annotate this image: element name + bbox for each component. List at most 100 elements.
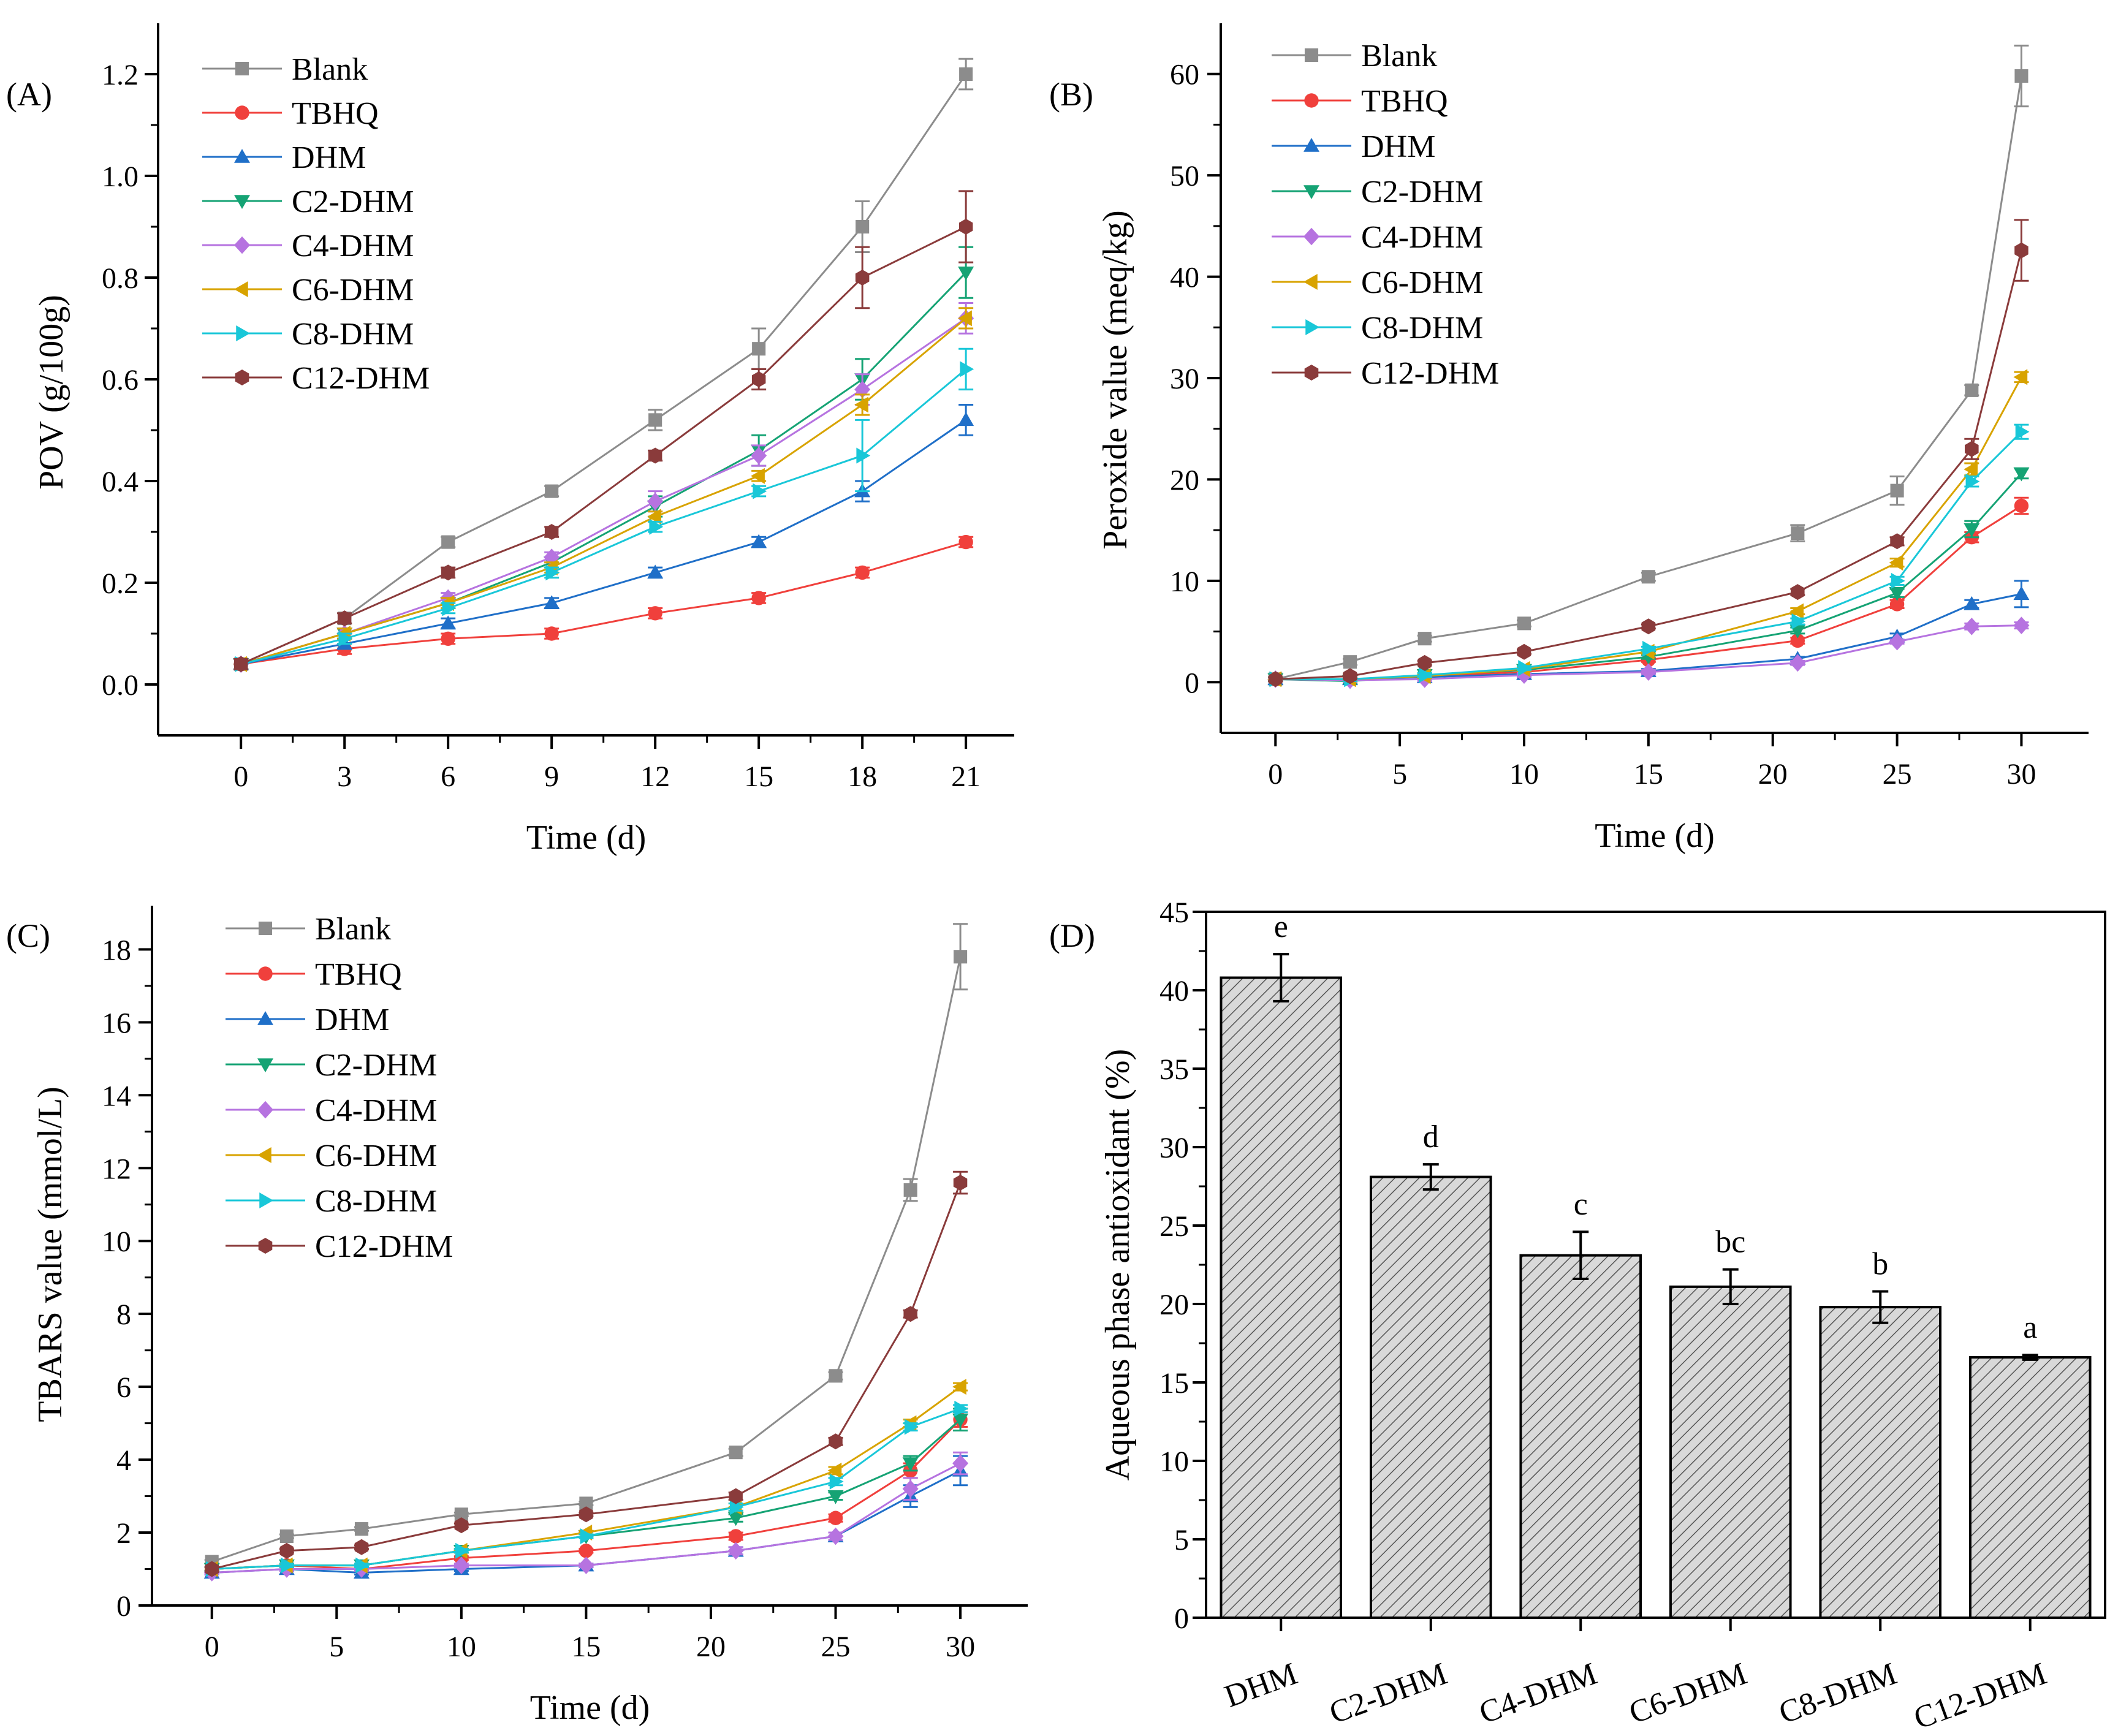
legend-marker — [259, 1192, 273, 1208]
series-line-c8-dhm — [1275, 431, 2022, 680]
data-point — [829, 1369, 843, 1383]
series-line-tbhq — [240, 541, 966, 665]
data-point — [337, 610, 352, 627]
y-tick-label: 0.2 — [102, 567, 139, 600]
legend-marker — [234, 236, 250, 254]
data-point — [727, 1512, 744, 1526]
data-point — [1889, 632, 1905, 651]
series-c12-dhm — [233, 190, 974, 672]
bar-hatch — [1819, 1306, 1942, 1620]
data-point — [455, 1542, 469, 1559]
legend: Blank TBHQ DHM C2-DHM C4-DHM C6-DHM C8-DHM C12-… — [1272, 39, 1499, 391]
y-tick-label: 0.0 — [102, 669, 139, 702]
legend-label: C12-DHM — [315, 1229, 453, 1264]
legend-label: DHM — [1361, 129, 1435, 164]
data-point — [648, 606, 662, 621]
data-point — [545, 564, 560, 581]
x-tick-label: 20 — [1758, 758, 1788, 790]
x-tick-label: 12 — [640, 760, 670, 793]
y-tick-label: 1.2 — [102, 59, 139, 91]
x-tick-label: C6-DHM — [1625, 1656, 1751, 1731]
data-point — [751, 591, 766, 605]
series-line-dhm — [240, 419, 966, 665]
y-tick-label: 40 — [1170, 262, 1199, 294]
y-tick-label: 4 — [116, 1444, 131, 1477]
x-tick-label: C8-DHM — [1775, 1656, 1902, 1731]
data-point — [355, 1557, 370, 1574]
y-tick-label: 10 — [1170, 566, 1199, 598]
data-point — [753, 483, 767, 499]
data-point — [544, 524, 559, 540]
y-tick-label: 0.8 — [102, 262, 139, 295]
legend-label: C8-DHM — [315, 1184, 437, 1219]
y-tick-label: 5 — [1174, 1524, 1189, 1556]
data-point — [952, 1379, 966, 1395]
data-point — [952, 1413, 969, 1428]
x-tick-label: 6 — [441, 760, 455, 793]
data-point — [2014, 69, 2028, 83]
legend-marker — [234, 281, 248, 297]
y-tick-label: 1.0 — [102, 161, 139, 193]
data-point — [441, 535, 455, 549]
data-point — [2015, 423, 2030, 440]
x-axis-label: Time (d) — [530, 1689, 650, 1727]
data-point — [954, 950, 968, 964]
data-point — [953, 1175, 968, 1191]
data-point — [903, 1183, 917, 1197]
y-tick-label: 15 — [1159, 1367, 1189, 1400]
data-point — [354, 1539, 369, 1555]
data-point — [1791, 584, 1805, 601]
data-point — [1964, 461, 1978, 477]
legend-marker — [1304, 185, 1319, 199]
data-point — [648, 413, 662, 427]
x-tick-label: 30 — [946, 1631, 975, 1663]
data-point — [1417, 654, 1432, 671]
data-point — [854, 396, 868, 413]
y-tick-label: 0 — [116, 1590, 131, 1623]
data-point — [728, 1529, 743, 1544]
data-point — [2013, 586, 2030, 601]
legend-marker — [258, 966, 273, 981]
data-point — [855, 565, 870, 580]
bar-hatch — [1369, 1175, 1492, 1619]
data-point — [827, 1527, 844, 1545]
data-point — [453, 1556, 469, 1574]
data-point — [904, 1419, 919, 1435]
data-point — [960, 361, 974, 377]
y-axis-label: Aqueous phase antioxidant (%) — [1099, 1049, 1137, 1480]
x-tick-label: 5 — [1392, 758, 1407, 790]
data-point — [827, 1490, 844, 1504]
x-tick-label: 9 — [544, 760, 559, 793]
data-point — [1964, 596, 1980, 610]
legend-marker — [1304, 227, 1319, 246]
panel-label: (C) — [6, 917, 50, 954]
legend-marker — [234, 195, 250, 209]
y-axis-label: Peroxide value (meq/kg) — [1096, 210, 1134, 550]
x-tick-label: 25 — [1883, 758, 1912, 790]
data-point — [1964, 523, 1980, 537]
y-tick-label: 14 — [102, 1080, 131, 1112]
data-point — [856, 447, 871, 464]
y-tick-label: 50 — [1170, 160, 1199, 192]
data-point — [441, 631, 455, 646]
data-point — [1889, 555, 1903, 571]
data-point — [279, 1529, 294, 1544]
data-point — [729, 1446, 743, 1460]
x-tick-label: 20 — [696, 1631, 726, 1663]
x-tick-label: 10 — [1509, 758, 1539, 790]
y-tick-label: 20 — [1170, 464, 1199, 496]
significance-letter: d — [1423, 1120, 1439, 1154]
series-line-c6-dhm — [240, 317, 967, 665]
x-tick-label: 0 — [233, 760, 248, 793]
y-tick-label: 10 — [102, 1226, 131, 1258]
data-point — [954, 1400, 969, 1417]
legend-label: C12-DHM — [1361, 356, 1499, 391]
legend-label: C6-DHM — [1361, 265, 1483, 300]
data-point — [1518, 660, 1532, 677]
legend-marker — [1304, 138, 1319, 152]
legend-marker — [257, 1011, 273, 1025]
legend-label: DHM — [315, 1003, 389, 1037]
data-point — [454, 1507, 468, 1522]
series-c12-dhm — [204, 1170, 968, 1577]
legend: Blank TBHQ DHM C2-DHM C4-DHM C6-DHM C8-DHM C12-… — [226, 912, 453, 1264]
